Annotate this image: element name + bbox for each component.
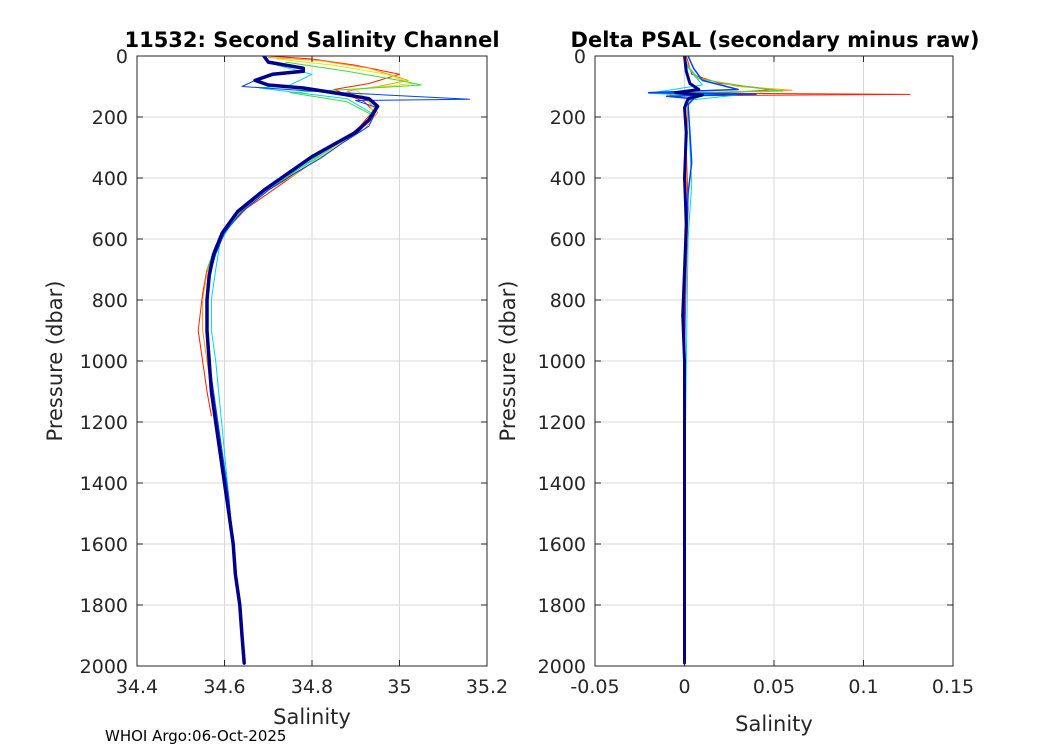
y-tick-label: 2000 [538, 656, 586, 678]
y-tick-label: 200 [550, 107, 586, 129]
y-tick-label: 1000 [80, 351, 128, 373]
y-tick-label: 1200 [538, 412, 586, 434]
series-line-profile-green [206, 61, 422, 270]
y-tick-label: 400 [92, 168, 128, 190]
x-tick-label: 0 [678, 676, 690, 698]
x-tick-label: 34.8 [291, 676, 333, 698]
footer-text: WHOI Argo:06-Oct-2025 [105, 727, 286, 745]
x-tick-label: 34.6 [203, 676, 245, 698]
series-line-delta-navy [674, 56, 704, 665]
x-tick-label: 35 [387, 676, 411, 698]
y-tick-label: 600 [550, 229, 586, 251]
y-tick-label: 0 [574, 46, 586, 68]
series-line-profile-yellow [206, 58, 414, 289]
y-axis-label: Pressure (dbar) [496, 281, 520, 442]
y-tick-label: 800 [550, 290, 586, 312]
x-tick-label: 0.05 [753, 676, 795, 698]
series-line-profile-navy [205, 56, 380, 665]
x-tick-label: 0.1 [848, 676, 878, 698]
chart-title: Delta PSAL (secondary minus raw) [571, 28, 980, 52]
series-line-delta-blue [647, 56, 757, 664]
y-axis-label: Pressure (dbar) [43, 281, 67, 442]
y-tick-label: 1200 [80, 412, 128, 434]
chart-title: 11532: Second Salinity Channel [124, 28, 499, 52]
x-tick-label: 34.4 [116, 676, 158, 698]
series-group [197, 56, 470, 665]
series-group [647, 56, 911, 665]
y-tick-label: 1000 [538, 351, 586, 373]
y-tick-label: 1800 [538, 595, 586, 617]
series-line-delta-red [684, 56, 911, 362]
y-tick-label: 1600 [538, 534, 586, 556]
y-tick-label: 400 [550, 168, 586, 190]
x-axis-label: Salinity [735, 712, 813, 736]
series-line-profile-red [197, 56, 400, 417]
chart-panel-1: 34.4 34.6 34.8 35 35.2 0 200 400 600 800 1000 1200 1… [43, 28, 508, 729]
chart-panel-2: -0.05 0 0.05 0.1 0.15 0 200 400 600 800 1000 1200 14… [496, 28, 979, 736]
y-tick-label: 1400 [538, 473, 586, 495]
x-tick-label: -0.05 [570, 676, 619, 698]
series-line-profile-blue [206, 73, 470, 665]
series-line-delta-cyan [648, 64, 739, 664]
x-axis-label: Salinity [273, 705, 351, 729]
y-tick-label: 800 [92, 290, 128, 312]
y-tick-label: 1800 [80, 595, 128, 617]
x-tick-label: 0.15 [932, 676, 974, 698]
y-tick-label: 600 [92, 229, 128, 251]
y-tick-label: 1400 [80, 473, 128, 495]
y-tick-label: 0 [116, 46, 128, 68]
y-tick-label: 2000 [80, 656, 128, 678]
series-line-delta-green [648, 61, 784, 179]
y-tick-label: 200 [92, 107, 128, 129]
y-tick-label: 1600 [80, 534, 128, 556]
x-tick-label: 35.2 [466, 676, 508, 698]
